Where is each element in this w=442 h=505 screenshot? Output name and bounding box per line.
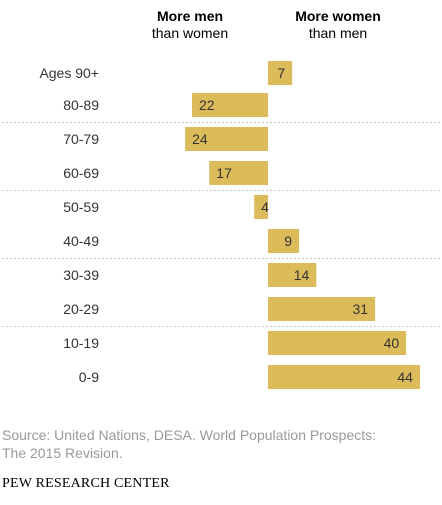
category-label: 10-19 xyxy=(63,335,99,351)
category-label: 70-79 xyxy=(63,131,99,147)
category-label: 0-9 xyxy=(79,369,99,385)
category-label: Ages 90+ xyxy=(39,65,99,81)
bar xyxy=(268,229,300,253)
bar xyxy=(268,331,407,355)
category-label: 30-39 xyxy=(63,267,99,283)
bar xyxy=(185,127,268,151)
value-label: 22 xyxy=(199,97,215,113)
value-label: 7 xyxy=(277,65,285,81)
value-label: 24 xyxy=(192,131,208,147)
bar xyxy=(268,365,420,389)
source-note: Source: United Nations, DESA. World Popu… xyxy=(2,426,438,462)
bar xyxy=(268,263,317,287)
left-header-line-2: than women xyxy=(152,25,228,41)
source-line-2: The 2015 Revision. xyxy=(2,445,123,461)
bar xyxy=(209,161,268,185)
value-label: 17 xyxy=(216,165,232,181)
category-label: 40-49 xyxy=(63,233,99,249)
right-header-line-2: than men xyxy=(309,25,367,41)
bar xyxy=(192,93,268,117)
bar xyxy=(254,195,268,219)
value-label: 4 xyxy=(261,199,269,215)
category-label: 50-59 xyxy=(63,199,99,215)
right-header-line-1: More women xyxy=(295,8,381,24)
brand-label: PEW RESEARCH CENTER xyxy=(2,476,170,491)
category-label: 20-29 xyxy=(63,301,99,317)
value-label: 40 xyxy=(384,335,400,351)
value-label: 44 xyxy=(397,369,413,385)
bar xyxy=(268,61,293,85)
left-header-line-1: More men xyxy=(157,8,223,24)
value-label: 9 xyxy=(284,233,292,249)
value-label: 14 xyxy=(294,267,310,283)
bar xyxy=(268,297,376,321)
category-label: 80-89 xyxy=(63,97,99,113)
value-label: 31 xyxy=(352,301,368,317)
source-line-1: Source: United Nations, DESA. World Popu… xyxy=(2,427,377,443)
category-label: 60-69 xyxy=(63,165,99,181)
